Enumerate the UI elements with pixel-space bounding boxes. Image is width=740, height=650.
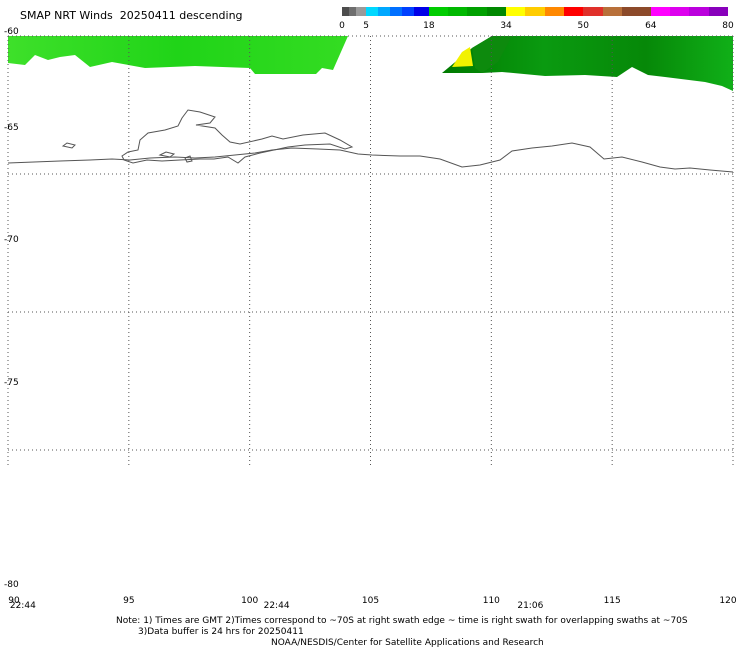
colorbar-segment [583, 7, 603, 16]
longitude-label: 95 [123, 596, 135, 606]
colorbar-tick-label: 18 [423, 21, 435, 31]
colorbar-segment [356, 7, 367, 16]
antarctic-coastline [7, 142, 734, 173]
map-title: SMAP NRT Winds 20250411 descending [20, 9, 243, 22]
colorbar-segment [602, 7, 622, 16]
colorbar-segment [349, 7, 357, 16]
note-line-1: Note: 1) Times are GMT 2)Times correspon… [116, 616, 688, 626]
longitude-label: 110 [482, 596, 500, 606]
lat-lon-grid [7, 35, 734, 465]
colorbar-segment [366, 7, 379, 16]
note-line-2: 3)Data buffer is 24 hrs for 20250411 [138, 627, 304, 637]
colorbar-segment [689, 7, 709, 16]
longitude-label: 100 [241, 596, 259, 606]
swath-time-label: 22:44 [263, 601, 290, 611]
colorbar-segment [428, 7, 449, 16]
swath-time-label: 22:44 [9, 601, 36, 611]
colorbar-segment [544, 7, 564, 16]
latitude-label: -75 [4, 378, 19, 388]
colorbar-segment [621, 7, 651, 16]
colorbar-segment [448, 7, 468, 16]
colorbar-segment [670, 7, 690, 16]
island-outline [61, 142, 76, 149]
colorbar-tick-label: 64 [645, 21, 657, 31]
wind-swath-east [442, 36, 733, 91]
colorbar-segment [563, 7, 584, 16]
wind-speed-colorbar [342, 7, 728, 16]
colorbar-segment [486, 7, 507, 16]
colorbar-segment [708, 7, 728, 16]
latitude-label: -70 [4, 235, 19, 245]
colorbar-tick-label: 80 [722, 21, 734, 31]
wind-swath-west [8, 36, 348, 74]
colorbar-segment [402, 7, 415, 16]
colorbar-segment [650, 7, 671, 16]
colorbar-tick-label: 5 [363, 21, 369, 31]
longitude-label: 105 [361, 596, 380, 606]
wind-swath-high-patch [472, 36, 512, 73]
swath-time-label: 21:06 [517, 601, 544, 611]
wind-swath-gale-patch [452, 47, 473, 67]
colorbar-segment [506, 7, 526, 16]
colorbar-segment [378, 7, 391, 16]
island-outline [158, 151, 176, 158]
longitude-label: 115 [603, 596, 621, 606]
colorbar-segment [467, 7, 487, 16]
longitude-label: 120 [719, 596, 737, 606]
colorbar-tick-label: 0 [339, 21, 345, 31]
colorbar-segment [525, 7, 545, 16]
colorbar-segment [414, 7, 429, 16]
latitude-label: -60 [4, 27, 19, 37]
colorbar-segment [342, 7, 350, 16]
latitude-label: -65 [4, 123, 19, 133]
colorbar-tick-label: 50 [577, 21, 589, 31]
colorbar-tick-label: 34 [500, 21, 512, 31]
credit-line: NOAA/NESDIS/Center for Satellite Applica… [271, 638, 544, 648]
colorbar-segment [390, 7, 403, 16]
longitude-label: 90 [8, 596, 20, 606]
ice-shelf-outline [121, 109, 354, 164]
latitude-label: -80 [4, 580, 19, 590]
island-outline [184, 155, 193, 163]
